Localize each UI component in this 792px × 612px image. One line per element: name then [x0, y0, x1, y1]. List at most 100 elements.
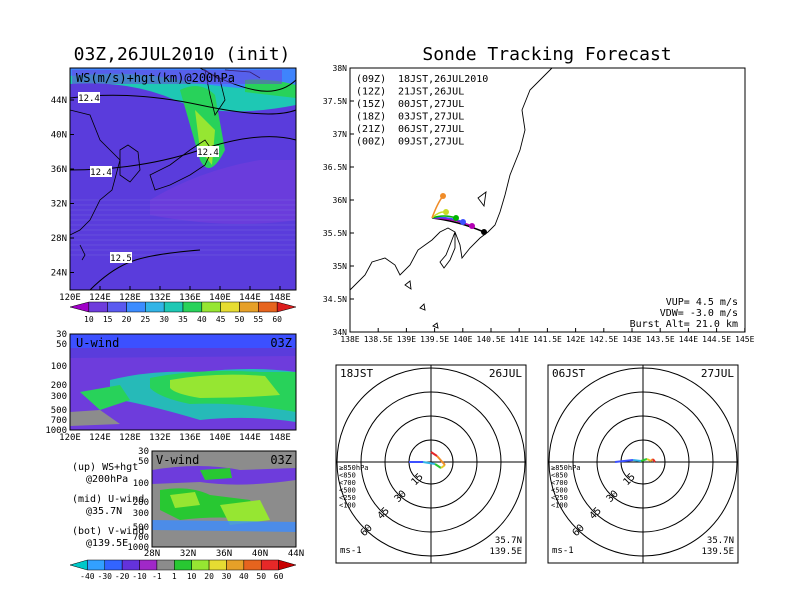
lon-tick-label: 144E [679, 335, 698, 344]
hodograph-date: 27JUL [701, 367, 734, 380]
lon-tick-label: 140E [209, 433, 231, 443]
colorbar-swatch [156, 559, 175, 571]
level-key: <250 [551, 494, 568, 502]
contour-label: 12.4 [197, 148, 219, 158]
colorbar-label: 30 [222, 572, 232, 581]
launch-list: (09Z) 18JST,26JUL2010 (12Z) 21JST,26JUL (15Z… [356, 74, 488, 148]
lon-tick-label: 140E [209, 293, 231, 303]
lon-tick-label: 124E [89, 293, 111, 303]
lon-tick-label: 138.5E [364, 335, 393, 344]
lon-tick-label: 144.5E [702, 335, 731, 344]
lon-tick-label: 140.5E [477, 335, 506, 344]
launch-hour: (18Z) [356, 112, 386, 123]
u-lon-ticks: 120E 124E 128E 132E 136E 140E 144E 148E [59, 433, 291, 443]
colorbar-swatch [139, 559, 158, 571]
colorbar-swatch [104, 559, 123, 571]
lat-tick-label: 37N [333, 130, 348, 139]
colorbar-swatch [182, 301, 203, 313]
colorbar-swatch [121, 559, 140, 571]
colorbar-label: 60 [272, 315, 282, 324]
lat-tick-label: 37.5N [323, 97, 347, 106]
panel-legend: (up) WS+hgt@200hPa (mid) U-wind@35.7N (bot… [72, 462, 144, 549]
lon-tick-label: 128E [119, 293, 141, 303]
launch-hour: (21Z) [356, 124, 386, 135]
u-wind-label: U-wind [76, 336, 119, 350]
level-key: ≥850hPa [551, 464, 581, 472]
colorbar-label: 10 [84, 315, 94, 324]
right-title: Sonde Tracking Forecast [422, 44, 671, 65]
colorbar-label: -1 [152, 572, 162, 581]
sonde-tracks [431, 193, 487, 235]
launch-time: 03JST,27JUL [398, 112, 464, 123]
hodograph-segment [422, 461, 436, 465]
lon-tick-label: 144E [239, 293, 261, 303]
level-key: <250 [339, 494, 356, 502]
colorbar-swatch [88, 301, 108, 313]
colorbar-swatch [208, 559, 227, 571]
lon-tick-label: 142E [566, 335, 585, 344]
level-label: 100 [51, 362, 67, 372]
level-key: <500 [339, 487, 356, 495]
lon-tick-label: 128E [119, 433, 141, 443]
launch-time: 09JST,27JUL [398, 137, 464, 148]
colorbar-label: -10 [132, 572, 147, 581]
lat-tick-label: 32N [180, 549, 196, 559]
colorbar-label: 50 [235, 315, 245, 324]
level-label: 50 [56, 340, 67, 350]
track-lat-ticks: 38N 37.5N 37N 36.5N 36N 35.5N 35N 34.5N 34N [323, 64, 354, 337]
colorbar-label: 10 [187, 572, 197, 581]
colorbar-swatch [201, 301, 221, 313]
hodograph-segment [430, 451, 438, 457]
track-map: 38N 37.5N 37N 36.5N 36N 35.5N 35N 34.5N 34N 138E… [323, 64, 755, 344]
v-lat-ticks: 28N 32N 36N 40N 44N [144, 549, 304, 559]
hodograph-lat: 35.7N [495, 536, 522, 546]
lon-tick-label: 140E [453, 335, 472, 344]
lon-tick-label: 143E [622, 335, 641, 344]
lon-tick-label: 120E [59, 433, 81, 443]
lat-tick-label: 36N [333, 196, 348, 205]
level-label: 100 [133, 479, 149, 489]
lat-tick-label: 28N [51, 234, 67, 244]
level-label: 700 [51, 416, 67, 426]
u-wind-time: 03Z [270, 336, 292, 350]
lon-tick-label: 148E [269, 293, 291, 303]
launch-time: 18JST,26JUL2010 [398, 74, 488, 85]
colorbar-swatch [243, 559, 262, 571]
level-key: ≥850hPa [339, 464, 369, 472]
launch-hour: (00Z) [356, 137, 386, 148]
lat-tick-label: 32N [51, 200, 67, 210]
level-key: <700 [551, 479, 568, 487]
colorbar-swatch [163, 301, 184, 313]
v-wind-label: V-wind [156, 453, 199, 467]
hodograph-segment [652, 458, 656, 463]
level-label: 500 [51, 406, 67, 416]
lat-tick-label: 35.5N [323, 229, 347, 238]
landing-point [460, 219, 466, 225]
lon-tick-label: 120E [59, 293, 81, 303]
lon-tick-label: 141.5E [533, 335, 562, 344]
track-lon-ticks: 138E 138.5E 139E 139.5E 140E 140.5E 141E 141.5E… [340, 328, 755, 344]
lat-tick-label: 44N [51, 96, 67, 106]
lon-tick-label: 143.5E [646, 335, 675, 344]
lon-tick-label: 124E [89, 433, 111, 443]
colorbar-label: 40 [239, 572, 249, 581]
hodograph-lon: 139.5E [489, 547, 522, 557]
lat-tick-label: 36.5N [323, 163, 347, 172]
lat-tick-label: 44N [288, 549, 304, 559]
hodograph-time: 18JST [340, 367, 373, 380]
colorbar-label: 30 [159, 315, 169, 324]
left-title: 03Z,26JUL2010 (init) [74, 44, 291, 65]
colorbar-label: 60 [274, 572, 284, 581]
lon-tick-label: 138E [340, 335, 359, 344]
colorbar-label: 35 [178, 315, 188, 324]
landing-point [481, 229, 487, 235]
lon-tick-label: 139E [397, 335, 416, 344]
colorbar-swatch [174, 559, 192, 571]
level-label: 200 [51, 381, 67, 391]
sonde-param: Burst Alt= 21.0 km [630, 319, 738, 330]
hodograph-date: 26JUL [489, 367, 522, 380]
